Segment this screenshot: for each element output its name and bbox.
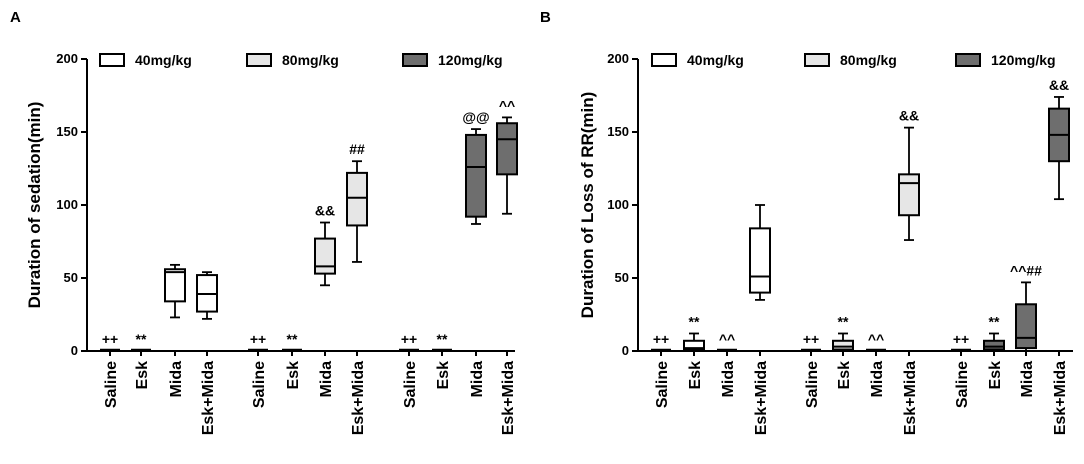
box-plot bbox=[196, 271, 218, 320]
box-plot bbox=[983, 332, 1005, 352]
box-rect bbox=[983, 339, 1005, 351]
significance-mark: ^^ bbox=[499, 97, 515, 113]
legend-swatch bbox=[651, 53, 677, 67]
category-label: Saline bbox=[402, 361, 419, 408]
box-plot bbox=[465, 128, 487, 225]
category-label: Saline bbox=[954, 361, 971, 408]
box-plot bbox=[496, 116, 518, 215]
box-rect bbox=[314, 237, 336, 275]
category-label: Esk+Mida bbox=[1052, 361, 1069, 435]
box-rect bbox=[346, 171, 368, 227]
category-label: Esk bbox=[987, 361, 1004, 390]
box-rect bbox=[496, 122, 518, 176]
category-label: Mida bbox=[318, 361, 335, 398]
category-label: Saline bbox=[103, 361, 120, 408]
category-label: Esk+Mida bbox=[902, 361, 919, 435]
legend-swatch bbox=[99, 53, 125, 67]
box-plot bbox=[164, 263, 186, 319]
category-label: Mida bbox=[869, 361, 886, 398]
category-label: Esk bbox=[134, 361, 151, 390]
significance-mark: ** bbox=[689, 313, 700, 329]
category-label: Esk+Mida bbox=[753, 361, 770, 435]
category-label: Mida bbox=[720, 361, 737, 398]
box-plot bbox=[1015, 281, 1037, 352]
panel-label: B bbox=[540, 9, 551, 26]
box-plot bbox=[1048, 96, 1070, 201]
significance-mark: && bbox=[1049, 77, 1069, 93]
box-plot bbox=[314, 221, 336, 287]
significance-mark: ## bbox=[349, 141, 365, 157]
legend-label: 80mg/kg bbox=[840, 52, 897, 68]
y-tick-label: 200 bbox=[607, 51, 629, 66]
significance-mark: && bbox=[315, 203, 335, 219]
y-axis-title: Duration of sedation(min) bbox=[25, 102, 44, 309]
category-label: Esk+Mida bbox=[500, 361, 517, 435]
box-rect bbox=[164, 268, 186, 303]
category-label: Mida bbox=[168, 361, 185, 398]
box-plot bbox=[683, 332, 705, 352]
chart-panel-B: B 0 50 100 150 200 Duration of Loss of RR(min)… bbox=[540, 9, 1073, 435]
category-label: Esk+Mida bbox=[200, 361, 217, 435]
significance-mark: ** bbox=[989, 313, 1000, 329]
box-plot bbox=[898, 126, 920, 241]
box-rect bbox=[832, 339, 854, 351]
significance-mark: ^^ bbox=[868, 331, 884, 347]
box-rect bbox=[749, 227, 771, 294]
legend-swatch bbox=[804, 53, 830, 67]
significance-mark: ** bbox=[287, 331, 298, 347]
legend-label: 120mg/kg bbox=[991, 52, 1056, 68]
significance-mark: && bbox=[899, 108, 919, 124]
category-label: Mida bbox=[1019, 361, 1036, 398]
box-plot bbox=[346, 160, 368, 263]
legend-label: 80mg/kg bbox=[282, 52, 339, 68]
y-tick-label: 50 bbox=[615, 270, 629, 285]
category-label: Esk bbox=[435, 361, 452, 390]
category-label: Saline bbox=[804, 361, 821, 408]
y-tick-label: 150 bbox=[607, 124, 629, 139]
category-label: Esk+Mida bbox=[350, 361, 367, 435]
box-plot bbox=[749, 204, 771, 301]
significance-mark: ++ bbox=[803, 331, 819, 347]
significance-mark: ++ bbox=[653, 331, 669, 347]
y-tick-label: 0 bbox=[71, 343, 78, 358]
y-tick-label: 50 bbox=[64, 270, 78, 285]
legend-swatch bbox=[402, 53, 428, 67]
significance-mark: ^^## bbox=[1010, 262, 1042, 278]
box-rect bbox=[683, 339, 705, 351]
legend-label: 40mg/kg bbox=[687, 52, 744, 68]
legend-swatch bbox=[955, 53, 981, 67]
significance-mark: ** bbox=[136, 331, 147, 347]
category-label: Esk bbox=[285, 361, 302, 390]
y-tick-label: 100 bbox=[607, 197, 629, 212]
panel-label: A bbox=[10, 9, 21, 26]
category-label: Esk bbox=[687, 361, 704, 390]
y-tick-label: 200 bbox=[56, 51, 78, 66]
legend-swatch bbox=[246, 53, 272, 67]
significance-mark: ++ bbox=[250, 331, 266, 347]
box-rect bbox=[1015, 303, 1037, 350]
y-tick-label: 150 bbox=[56, 124, 78, 139]
significance-mark: ++ bbox=[102, 331, 118, 347]
box-rect bbox=[465, 133, 487, 218]
box-plot bbox=[832, 332, 854, 352]
y-tick-label: 100 bbox=[56, 197, 78, 212]
significance-mark: @@ bbox=[462, 109, 489, 125]
y-tick-label: 0 bbox=[622, 343, 629, 358]
legend-label: 120mg/kg bbox=[438, 52, 503, 68]
significance-mark: ++ bbox=[953, 331, 969, 347]
category-label: Saline bbox=[251, 361, 268, 408]
category-label: Mida bbox=[469, 361, 486, 398]
significance-mark: ** bbox=[838, 313, 849, 329]
legend-label: 40mg/kg bbox=[135, 52, 192, 68]
category-label: Saline bbox=[654, 361, 671, 408]
box-rect bbox=[898, 173, 920, 217]
y-axis-title: Duration of Loss of RR(min) bbox=[578, 92, 597, 319]
chart-panel-A: A 0 50 100 150 200 Duration of sedation(min) 40… bbox=[10, 9, 518, 435]
significance-mark: ++ bbox=[401, 331, 417, 347]
significance-mark: ** bbox=[437, 331, 448, 347]
significance-mark: ^^ bbox=[719, 331, 735, 347]
category-label: Esk bbox=[836, 361, 853, 390]
